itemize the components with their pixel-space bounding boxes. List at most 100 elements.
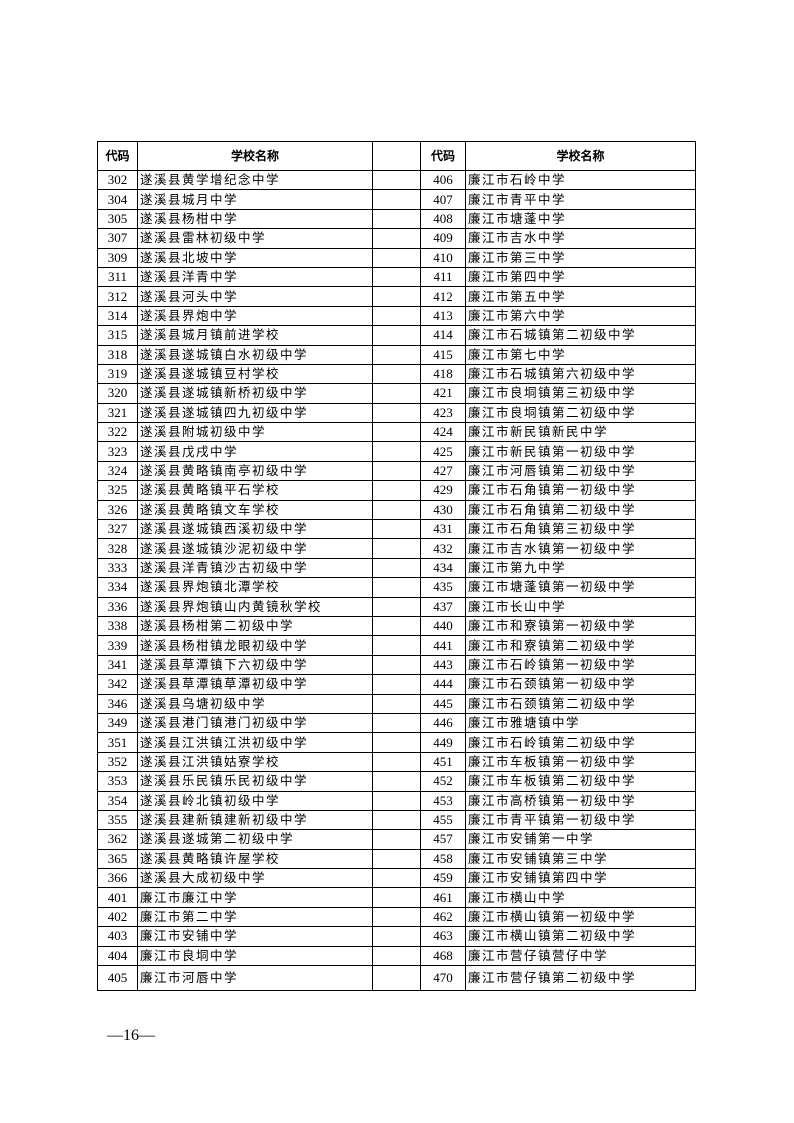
- code-right: 443: [420, 654, 466, 676]
- code-right: 429: [420, 480, 466, 501]
- school-name-left: 遂溪县黄略镇南亭初级中学: [137, 460, 373, 482]
- school-name-left: 遂溪县遂城镇沙泥初级中学: [137, 538, 373, 559]
- blank-cell: [372, 325, 421, 346]
- school-name-right: 廉江市塘蓬镇第一初级中学: [465, 577, 696, 598]
- blank-cell: [372, 732, 421, 753]
- school-name-right: 廉江市第六中学: [465, 305, 696, 327]
- table-row: 403 廉江市安铺中学 463 廉江市横山镇第二初级中学: [97, 926, 696, 947]
- school-name-right: 廉江市雅塘镇中学: [465, 712, 696, 734]
- table-row: 309 遂溪县北坡中学 410 廉江市第三中学: [97, 247, 696, 268]
- blank-cell: [372, 266, 421, 288]
- code-left: 323: [97, 441, 138, 462]
- school-name-left: 遂溪县遂城镇四九初级中学: [137, 402, 373, 424]
- blank-cell: [372, 596, 421, 617]
- table-row: 326 遂溪县黄略镇文车学校 430 廉江市石角镇第二初级中学: [97, 499, 696, 521]
- table-row: 321 遂溪县遂城镇四九初级中学 423 廉江市良垌镇第二初级中学: [97, 402, 696, 424]
- code-right: 424: [420, 422, 466, 443]
- table-row: 304 遂溪县城月中学 407 廉江市青平中学: [97, 189, 696, 210]
- code-right: 462: [420, 906, 466, 928]
- school-name-right: 廉江市安铺镇第三中学: [465, 848, 696, 870]
- school-name-right: 廉江市高桥镇第一初级中学: [465, 790, 696, 811]
- blank-cell: [372, 829, 421, 850]
- table-row: 355 遂溪县建新镇建新初级中学 455 廉江市青平镇第一初级中学: [97, 809, 696, 831]
- table-row: 401 廉江市廉江中学 461 廉江市横山中学: [97, 887, 696, 908]
- code-right: 468: [420, 945, 466, 967]
- table-body: 302 遂溪县黄学增纪念中学 406 廉江市石岭中学 304 遂溪县城月中学 407 廉江市青…: [97, 169, 696, 992]
- school-name-right: 廉江市安铺镇第四中学: [465, 868, 696, 889]
- school-name-right: 廉江市石城镇第二初级中学: [465, 325, 696, 346]
- school-name-left: 遂溪县遂城第二初级中学: [137, 829, 373, 850]
- code-left: 312: [97, 286, 138, 307]
- code-left: 319: [97, 363, 138, 385]
- blank-cell: [372, 887, 421, 908]
- school-name-right: 廉江市第七中学: [465, 344, 696, 365]
- code-right: 461: [420, 887, 466, 908]
- school-name-left: 遂溪县乐民镇乐民初级中学: [137, 771, 373, 792]
- school-name-left: 遂溪县洋青镇沙古初级中学: [137, 557, 373, 579]
- blank-cell: [372, 965, 421, 992]
- blank-cell: [372, 422, 421, 443]
- code-right: 453: [420, 790, 466, 811]
- code-left: 307: [97, 228, 138, 249]
- code-left: 365: [97, 848, 138, 870]
- school-name-left: 遂溪县黄学增纪念中学: [137, 169, 373, 191]
- blank-cell: [372, 499, 421, 521]
- table-row: 339 遂溪县杨柑镇龙眼初级中学 441 廉江市和寮镇第二初级中学: [97, 635, 696, 656]
- school-name-left: 遂溪县遂城镇新桥初级中学: [137, 383, 373, 404]
- table-row: 362 遂溪县遂城第二初级中学 457 廉江市安铺第一中学: [97, 829, 696, 850]
- blank-cell: [372, 441, 421, 462]
- code-left: 311: [97, 266, 138, 288]
- code-right: 444: [420, 674, 466, 695]
- table-row: 405 廉江市河唇中学 470 廉江市营仔镇第二初级中学: [97, 965, 696, 992]
- school-name-right: 廉江市吉水中学: [465, 228, 696, 249]
- code-right: 418: [420, 363, 466, 385]
- blank-cell: [372, 674, 421, 695]
- blank-cell: [372, 848, 421, 870]
- school-name-left: 遂溪县遂城镇西溪初级中学: [137, 519, 373, 540]
- table-row: 314 遂溪县界炮中学 413 廉江市第六中学: [97, 305, 696, 327]
- school-name-right: 廉江市吉水镇第一初级中学: [465, 538, 696, 559]
- school-name-left: 遂溪县城月中学: [137, 189, 373, 210]
- blank-cell: [372, 809, 421, 831]
- table-row: 354 遂溪县岭北镇初级中学 453 廉江市高桥镇第一初级中学: [97, 790, 696, 811]
- code-left: 341: [97, 654, 138, 676]
- blank-cell: [372, 208, 421, 230]
- code-right: 455: [420, 809, 466, 831]
- school-name-right: 廉江市良垌镇第三初级中学: [465, 383, 696, 404]
- school-name-right: 廉江市营仔镇第二初级中学: [465, 965, 696, 992]
- school-name-left: 遂溪县草潭镇下六初级中学: [137, 654, 373, 676]
- code-right: 410: [420, 247, 466, 268]
- code-left: 322: [97, 422, 138, 443]
- school-name-left: 遂溪县乌塘初级中学: [137, 693, 373, 714]
- school-name-right: 廉江市新民镇新民中学: [465, 422, 696, 443]
- code-right: 459: [420, 868, 466, 889]
- table-row: 365 遂溪县黄略镇许屋学校 458 廉江市安铺镇第三中学: [97, 848, 696, 870]
- code-left: 355: [97, 809, 138, 831]
- code-left: 346: [97, 693, 138, 714]
- header-blank: [372, 141, 421, 171]
- blank-cell: [372, 383, 421, 404]
- code-left: 314: [97, 305, 138, 327]
- table-header-row: 代码 学校名称 代码 学校名称: [97, 141, 696, 171]
- code-left: 326: [97, 499, 138, 521]
- code-left: 315: [97, 325, 138, 346]
- code-left: 309: [97, 247, 138, 268]
- blank-cell: [372, 790, 421, 811]
- table-row: 327 遂溪县遂城镇西溪初级中学 431 廉江市石角镇第三初级中学: [97, 519, 696, 540]
- code-left: 327: [97, 519, 138, 540]
- table-row: 325 遂溪县黄略镇平石学校 429 廉江市石角镇第一初级中学: [97, 480, 696, 501]
- code-right: 421: [420, 383, 466, 404]
- table-row: 328 遂溪县遂城镇沙泥初级中学 432 廉江市吉水镇第一初级中学: [97, 538, 696, 559]
- code-right: 406: [420, 169, 466, 191]
- table-row: 319 遂溪县遂城镇豆村学校 418 廉江市石城镇第六初级中学: [97, 363, 696, 385]
- blank-cell: [372, 906, 421, 928]
- school-name-left: 遂溪县黄略镇许屋学校: [137, 848, 373, 870]
- table-row: 323 遂溪县戊戌中学 425 廉江市新民镇第一初级中学: [97, 441, 696, 462]
- code-left: 349: [97, 712, 138, 734]
- school-name-left: 遂溪县杨柑第二初级中学: [137, 615, 373, 637]
- table-row: 349 遂溪县港门镇港门初级中学 446 廉江市雅塘镇中学: [97, 712, 696, 734]
- school-name-left: 遂溪县草潭镇草潭初级中学: [137, 674, 373, 695]
- code-right: 408: [420, 208, 466, 230]
- school-name-right: 廉江市石角镇第一初级中学: [465, 480, 696, 501]
- blank-cell: [372, 868, 421, 889]
